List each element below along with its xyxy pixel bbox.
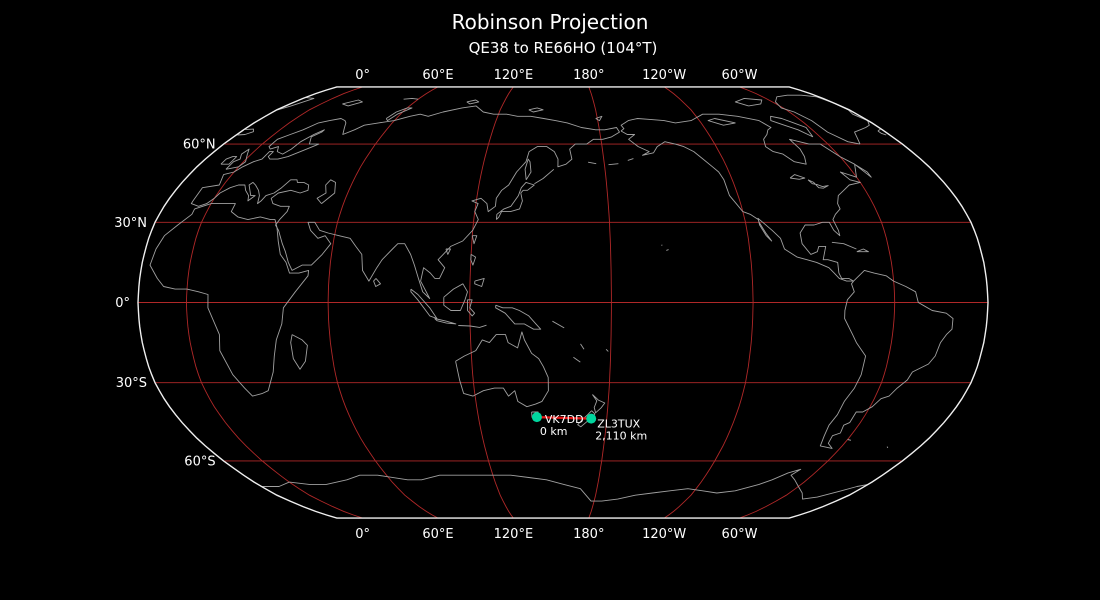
coastline: [373, 278, 381, 287]
coastlines: [149, 94, 954, 502]
tick-label-top-3: 180°: [573, 68, 604, 83]
coastline: [627, 158, 634, 161]
coastline: [434, 318, 457, 325]
coastline: [588, 161, 597, 165]
station-callsign-label: VK7DD: [545, 413, 584, 426]
coastline: [470, 254, 477, 266]
coastline: [528, 107, 544, 113]
coastline: [466, 299, 476, 317]
coastline: [385, 107, 413, 122]
coastline: [856, 248, 869, 253]
tick-label-left-4: 60°S: [184, 454, 215, 469]
coastline: [580, 343, 585, 350]
coastline: [775, 94, 870, 145]
tick-label-bottom-4: 120°W: [642, 527, 686, 542]
tick-label-bottom-0: 0°: [355, 527, 370, 542]
coastline: [595, 115, 603, 122]
coastline: [455, 331, 549, 408]
coastline: [445, 248, 451, 255]
coastline: [770, 115, 814, 138]
coastline: [342, 99, 363, 107]
map-subtitle: QE38 to RE66HO (104°T): [469, 39, 658, 57]
coastline: [819, 269, 954, 449]
coastline: [666, 249, 669, 251]
station-marker-ZL3TUX: [586, 413, 597, 424]
coastline: [592, 394, 606, 414]
graticule-labels: 0° 0° 60°E 60°E 120°E 120°E 180° 180° 120°W 120°W…: [114, 68, 757, 542]
tick-label-left-1: 30°N: [114, 216, 147, 231]
coastline: [410, 288, 438, 319]
coastline: [225, 148, 250, 170]
coastline: [495, 181, 535, 220]
tick-label-bottom-1: 60°E: [422, 527, 453, 542]
tick-label-bottom-5: 60°W: [722, 527, 758, 542]
tick-label-left-3: 30°S: [116, 376, 147, 391]
map-title: Robinson Projection: [452, 10, 649, 34]
tick-label-top-0: 0°: [355, 68, 370, 83]
coastline: [847, 439, 852, 441]
coastline: [734, 97, 763, 107]
coastline: [190, 105, 620, 299]
coastline: [886, 446, 889, 449]
coastline: [620, 113, 872, 282]
coastline: [237, 128, 254, 136]
tick-label-bottom-2: 120°E: [494, 527, 534, 542]
coastline: [149, 203, 310, 397]
coastline: [262, 468, 869, 502]
map-boundary-outline: [137, 86, 989, 519]
coastline: [608, 163, 619, 166]
tick-label-left-2: 0°: [115, 296, 130, 311]
station-distance-label: 2,110 km: [595, 430, 647, 443]
tick-label-bottom-3: 180°: [573, 527, 604, 542]
station-distance-label: 0 km: [540, 425, 568, 438]
coastline: [458, 324, 487, 328]
station-callsign-label: ZL3TUX: [597, 418, 640, 431]
coastline: [403, 97, 419, 100]
coastline: [605, 348, 609, 352]
coastline: [552, 320, 565, 329]
great-circle-path: [535, 416, 593, 420]
coastline: [316, 179, 336, 204]
coastline: [290, 334, 308, 370]
coastline: [807, 179, 829, 189]
coastline: [443, 283, 468, 311]
coastline: [573, 356, 581, 363]
coastline: [789, 174, 806, 180]
coastline: [831, 241, 857, 250]
coastline: [495, 304, 542, 330]
tick-label-top-5: 60°W: [722, 68, 758, 83]
coastline: [466, 99, 480, 105]
coastline: [534, 168, 555, 185]
coastline: [524, 158, 532, 181]
tick-label-top-4: 120°W: [642, 68, 686, 83]
tick-label-top-2: 120°E: [494, 68, 534, 83]
coastline: [277, 97, 315, 111]
coastline: [474, 277, 485, 287]
station-marker-VK7DD: [531, 412, 542, 423]
coastline: [707, 118, 736, 126]
coastline: [220, 156, 238, 165]
tick-label-left-0: 60°N: [183, 138, 216, 153]
coastline: [471, 235, 478, 245]
tick-label-top-1: 60°E: [422, 68, 453, 83]
